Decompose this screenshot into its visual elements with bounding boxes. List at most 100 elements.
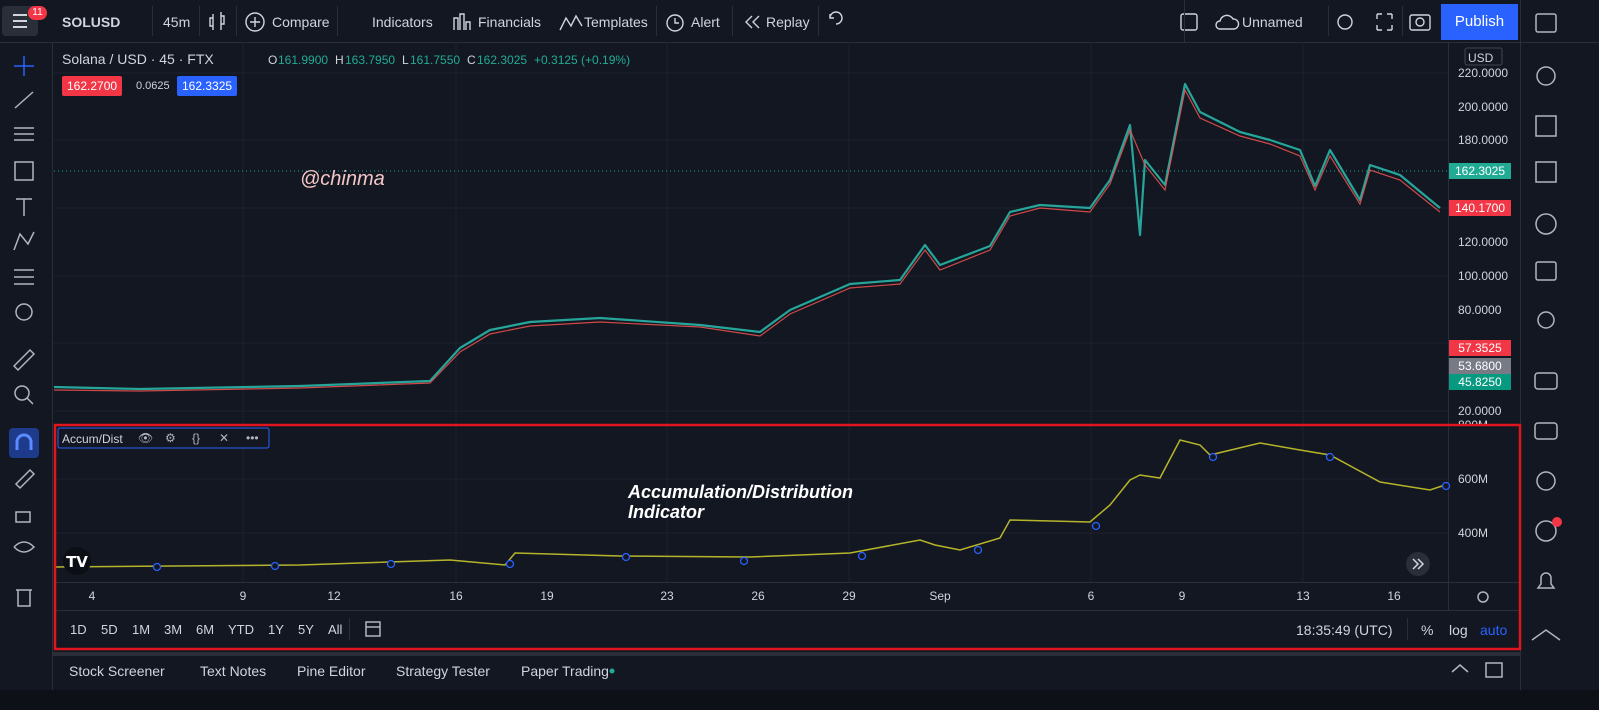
ohlc-label: C <box>467 53 476 67</box>
notification-count: 11 <box>32 7 43 18</box>
chat-icon[interactable] <box>1534 422 1558 440</box>
bottom-tab[interactable]: Stock Screener <box>69 663 165 679</box>
hide-tool[interactable] <box>13 541 36 553</box>
ask-price[interactable]: 162.3325 <box>177 76 238 96</box>
publish-button[interactable] <box>1441 4 1518 40</box>
tv-logo <box>63 547 91 575</box>
range-button[interactable]: 5Y <box>298 622 314 637</box>
scale-option[interactable]: auto <box>1480 622 1508 638</box>
tv-logo-mark: TV <box>66 553 88 571</box>
scale-option[interactable]: log <box>1449 622 1468 638</box>
ideas-stream-icon[interactable] <box>1536 471 1556 491</box>
bid-price[interactable]: 162.2700 <box>62 76 123 96</box>
settings-icon <box>1337 14 1353 30</box>
divider <box>1402 6 1403 36</box>
range-button[interactable]: 5D <box>101 622 118 637</box>
price-series <box>53 88 1441 392</box>
indicator-control[interactable]: 👁 <box>138 431 154 445</box>
ideas-icon[interactable] <box>1537 311 1555 329</box>
layout-name[interactable]: Unnamed <box>1242 14 1303 30</box>
icon-tool[interactable] <box>15 303 33 321</box>
bottom-tab[interactable]: Text Notes <box>200 663 267 679</box>
indicator-control[interactable]: ••• <box>246 431 259 445</box>
delete-tool[interactable] <box>16 589 32 607</box>
trendline-tool[interactable] <box>14 91 34 109</box>
divider <box>1520 0 1521 710</box>
watchlist-icon[interactable] <box>1535 13 1557 33</box>
divider <box>1448 42 1449 610</box>
prediction-tool[interactable] <box>14 269 34 285</box>
scale-option[interactable]: % <box>1421 622 1434 638</box>
scroll-icon <box>1412 558 1425 570</box>
range-button[interactable]: 1M <box>132 622 151 637</box>
toolbar-button[interactable]: Alert <box>691 14 720 30</box>
range-button[interactable]: 1Y <box>268 622 284 637</box>
range-button[interactable]: YTD <box>228 622 254 637</box>
marker <box>1441 481 1451 491</box>
chat-icon[interactable] <box>1534 372 1558 390</box>
toolbar-button[interactable]: Templates <box>584 14 648 30</box>
indicator-control[interactable]: ⚙ <box>165 431 176 445</box>
ohlc-label: O <box>268 53 278 67</box>
highlight-box <box>53 423 1522 651</box>
shape-tool[interactable] <box>14 161 34 181</box>
range-button[interactable]: 6M <box>196 622 215 637</box>
zoom-tool[interactable] <box>14 385 30 401</box>
lock-tool[interactable] <box>15 511 31 523</box>
divider <box>54 610 1520 611</box>
bottom-tab[interactable]: Strategy Tester <box>396 663 490 679</box>
marker <box>1208 452 1218 462</box>
interval[interactable]: 45m <box>163 14 191 30</box>
time-tick: 6 <box>1087 589 1095 603</box>
currency[interactable]: USD <box>1468 51 1494 65</box>
data-icon[interactable] <box>1535 115 1557 137</box>
camera-icon <box>1409 14 1431 31</box>
toolbar-button[interactable]: Compare <box>272 14 330 30</box>
ad-markers <box>152 452 1451 572</box>
toolbar-button[interactable]: Indicators <box>372 14 433 30</box>
panel-maximize[interactable] <box>1485 662 1503 678</box>
indicator-name[interactable]: Accum/Dist <box>62 432 123 446</box>
indicator-control[interactable]: ✕ <box>219 431 230 445</box>
price-tick: 220.0000 <box>1458 66 1509 80</box>
date-range-icon[interactable] <box>365 621 381 637</box>
currency-box[interactable] <box>1464 47 1503 66</box>
bottom-tab[interactable]: Paper Trading <box>521 663 609 679</box>
calendar-icon[interactable] <box>1535 213 1557 235</box>
panel-collapse[interactable] <box>1451 664 1469 673</box>
time-tick: 16 <box>449 589 463 603</box>
ruler-tool[interactable] <box>12 348 36 372</box>
collapse-icon[interactable] <box>1531 629 1561 641</box>
alerts-icon[interactable] <box>1536 66 1556 86</box>
magnet-tool[interactable] <box>9 428 39 458</box>
indicator-control[interactable]: {} <box>192 431 201 445</box>
annotation-line: Accumulation/Distribution <box>628 482 853 502</box>
indicator-legend-box <box>57 427 270 449</box>
streams-icon[interactable] <box>1535 520 1557 542</box>
time-tick: 23 <box>660 589 674 603</box>
axis-settings[interactable] <box>1477 591 1489 603</box>
notifications-icon[interactable] <box>1536 572 1556 589</box>
time-tick: 12 <box>327 589 341 603</box>
bottom-tab[interactable]: Pine Editor <box>297 663 366 679</box>
symbol[interactable]: SOLUSD <box>62 14 121 30</box>
toolbar-button[interactable]: Replay <box>766 14 810 30</box>
publish-label[interactable]: Publish <box>1454 13 1505 30</box>
undo-icon <box>829 11 843 25</box>
range-button[interactable]: 3M <box>164 622 183 637</box>
pattern-tool[interactable] <box>13 231 35 251</box>
hotlist-icon[interactable] <box>1535 161 1557 183</box>
time-tick: Sep <box>929 589 951 603</box>
range-button[interactable]: 1D <box>70 622 87 637</box>
news-icon[interactable] <box>1535 261 1557 281</box>
toolbar-button[interactable]: Financials <box>478 14 542 30</box>
cursor-tool[interactable] <box>14 56 34 76</box>
live-dot <box>1552 517 1562 527</box>
text-tool[interactable] <box>16 198 32 216</box>
clock: 18:35:49 (UTC) <box>1296 622 1393 638</box>
range-button[interactable]: All <box>328 622 343 637</box>
fib-tool[interactable] <box>14 127 34 141</box>
right-sidebar <box>365 13 1561 678</box>
draw-lock-tool[interactable] <box>14 468 36 490</box>
zoom-tool[interactable] <box>26 397 34 405</box>
